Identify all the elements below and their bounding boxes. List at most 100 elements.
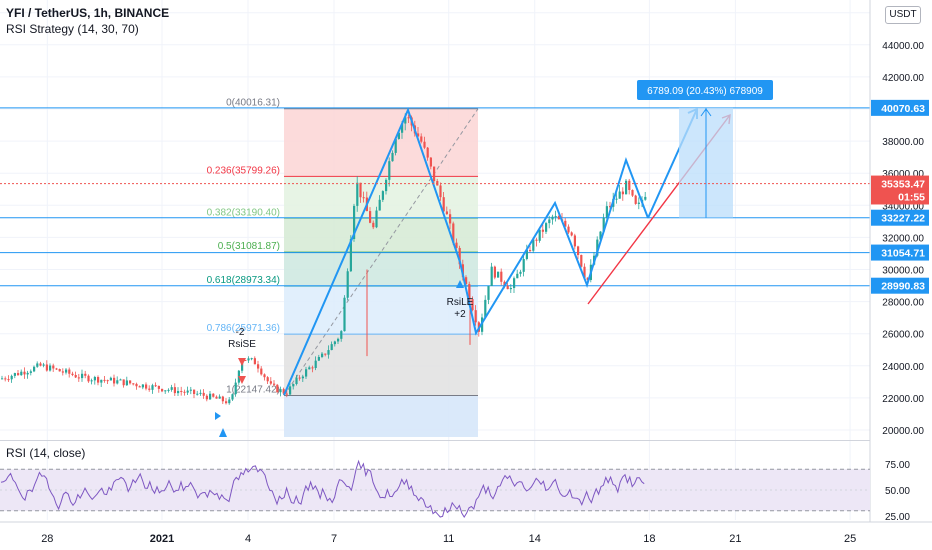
price-badge: [871, 99, 929, 116]
price-axis-background: [870, 0, 932, 522]
time-tick-label: 4: [245, 533, 251, 545]
fib-zone: [284, 176, 478, 219]
candle-body: [516, 273, 519, 279]
candle-body: [343, 297, 346, 332]
candle-body: [161, 388, 164, 392]
time-tick-label: 21: [729, 533, 741, 545]
candle-body: [218, 396, 221, 399]
candle-body: [449, 214, 452, 224]
candle-body: [541, 229, 544, 232]
rsi-title[interactable]: RSI (14, close): [6, 446, 86, 460]
time-tick-label: 28: [41, 533, 53, 545]
price-tick-label: 36000.00: [882, 169, 924, 180]
price-badge-label: 33227.22: [881, 213, 925, 225]
candle-body: [202, 392, 205, 396]
candle-body: [36, 363, 39, 367]
candle-body: [557, 216, 560, 220]
price-badge-label: 28990.83: [881, 281, 925, 293]
price-tick-label: 42000.00: [882, 73, 924, 84]
candle-body: [129, 380, 132, 384]
candle-body: [628, 180, 631, 190]
candle-body: [538, 229, 541, 241]
candle-body: [442, 197, 445, 212]
candle-body: [65, 369, 68, 373]
fib-level-label: 0.5(31081.87): [218, 241, 280, 252]
rsi-tick-label: 75.00: [885, 460, 910, 471]
rsi-tick-label: 50.00: [885, 486, 910, 497]
candle-body: [401, 123, 404, 133]
fib-zone: [284, 395, 478, 437]
candle-body: [333, 341, 336, 345]
candle-body: [359, 182, 362, 198]
candle-body: [119, 379, 122, 381]
rsi-line: [0, 459, 645, 518]
candle-body: [170, 387, 173, 390]
candle-body: [324, 353, 327, 355]
price-badge: [871, 244, 929, 261]
price-badge: [871, 209, 929, 226]
candle-body: [407, 117, 410, 119]
candle-body: [295, 377, 298, 385]
candle-body: [109, 377, 112, 381]
candle-body: [90, 380, 93, 382]
pane-separator[interactable]: [0, 440, 870, 441]
candle-body: [378, 199, 381, 211]
candle-body: [586, 277, 589, 280]
candle-body: [497, 271, 500, 278]
price-range-arrow: [700, 108, 712, 117]
price-tick-label: 32000.00: [882, 233, 924, 244]
long-signal-label: RsiLE: [447, 297, 474, 308]
candle-body: [490, 266, 493, 287]
time-tick-label: 14: [529, 533, 541, 545]
candle-body: [625, 180, 628, 195]
fib-zone: [284, 108, 478, 177]
candle-body: [97, 377, 100, 383]
candle-body: [148, 388, 151, 390]
candle-body: [356, 182, 359, 206]
candle-body: [452, 223, 455, 243]
candle-body: [26, 372, 29, 375]
candle-body: [388, 161, 391, 180]
candle-body: [327, 350, 330, 355]
candle-body: [458, 247, 461, 265]
currency-unit-button[interactable]: USDT: [885, 6, 921, 24]
candle-body: [353, 205, 356, 240]
candle-body: [317, 356, 320, 361]
candle-body: [4, 378, 7, 380]
candle-body: [212, 393, 215, 397]
candle-body: [570, 232, 573, 236]
candle-body: [29, 371, 32, 373]
candle-body: [71, 373, 74, 375]
candle-body: [13, 373, 16, 376]
candle-body: [269, 381, 272, 384]
candle-body: [113, 377, 116, 384]
candle-body: [305, 369, 308, 377]
fib-level-label: 0.786(25971.36): [207, 323, 280, 334]
candle-body: [23, 371, 26, 375]
fib-level-label: 0.236(35799.26): [207, 165, 280, 176]
candle-body: [193, 389, 196, 394]
price-tick-label: 20000.00: [882, 426, 924, 437]
time-tick-label: 18: [643, 533, 655, 545]
candle-body: [289, 386, 292, 395]
candle-body: [135, 383, 138, 387]
candle-body: [391, 152, 394, 162]
candle-body: [445, 211, 448, 215]
fib-zone: [284, 252, 478, 286]
candle-body: [17, 373, 20, 376]
candle-body: [577, 246, 580, 255]
candle-body: [372, 222, 375, 228]
strategy-title[interactable]: RSI Strategy (14, 30, 70): [6, 22, 139, 36]
candle-body: [525, 250, 528, 260]
price-badge-label: 35353.47: [881, 179, 925, 191]
candle-body: [68, 369, 71, 374]
fib-level-label: 1(22147.42): [226, 385, 280, 396]
candle-body: [7, 379, 10, 381]
candle-body: [250, 358, 253, 360]
long-signal-sub: +2: [454, 309, 466, 320]
candle-body: [455, 242, 458, 248]
candle-body: [487, 286, 490, 300]
candle-body: [644, 196, 647, 200]
candle-body: [433, 166, 436, 182]
